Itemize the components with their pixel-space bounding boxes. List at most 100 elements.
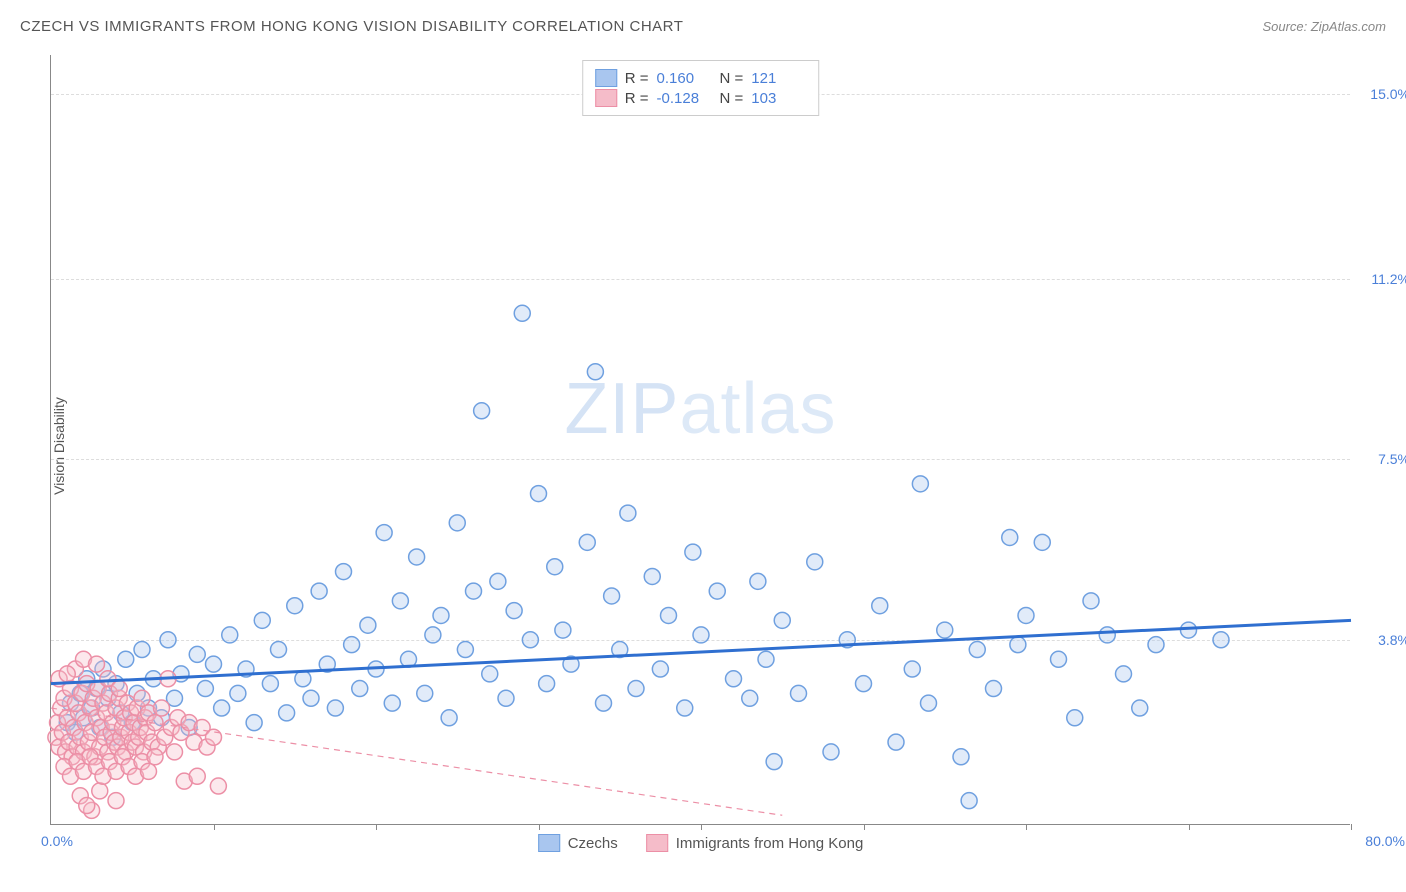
- data-point: [904, 661, 920, 677]
- data-point: [912, 476, 928, 492]
- data-point: [246, 715, 262, 731]
- y-tick-label: 11.2%: [1371, 271, 1406, 287]
- data-point: [154, 700, 170, 716]
- data-point: [661, 607, 677, 623]
- data-point: [449, 515, 465, 531]
- data-point: [872, 598, 888, 614]
- r-value-hongkong: -0.128: [657, 90, 712, 107]
- data-point: [433, 607, 449, 623]
- source-name: ZipAtlas.com: [1311, 19, 1386, 34]
- scatter-svg: [51, 55, 1350, 824]
- r-label: R =: [625, 70, 649, 87]
- data-point: [986, 681, 1002, 697]
- data-point: [295, 671, 311, 687]
- data-point: [482, 666, 498, 682]
- n-value-czechs: 121: [751, 70, 806, 87]
- data-point: [384, 695, 400, 711]
- data-point: [579, 534, 595, 550]
- legend-label-hongkong: Immigrants from Hong Kong: [676, 835, 864, 852]
- data-point: [271, 642, 287, 658]
- data-point: [1181, 622, 1197, 638]
- data-point: [693, 627, 709, 643]
- data-point: [726, 671, 742, 687]
- data-point: [311, 583, 327, 599]
- n-value-hongkong: 103: [751, 90, 806, 107]
- data-point: [1010, 637, 1026, 653]
- data-point: [758, 651, 774, 667]
- data-point: [189, 646, 205, 662]
- data-point: [547, 559, 563, 575]
- data-point: [1132, 700, 1148, 716]
- x-tick: [1189, 824, 1190, 830]
- x-origin-label: 0.0%: [41, 833, 73, 849]
- data-point: [425, 627, 441, 643]
- data-point: [230, 685, 246, 701]
- r-label-2: R =: [625, 90, 649, 107]
- data-point: [522, 632, 538, 648]
- data-point: [118, 651, 134, 667]
- y-tick-label: 3.8%: [1378, 632, 1406, 648]
- series-legend: Czechs Immigrants from Hong Kong: [538, 834, 864, 852]
- data-point: [392, 593, 408, 609]
- chart-header: CZECH VS IMMIGRANTS FROM HONG KONG VISIO…: [20, 18, 1386, 35]
- swatch-czechs: [595, 69, 617, 87]
- data-point: [1083, 593, 1099, 609]
- stats-legend: R = 0.160 N = 121 R = -0.128 N = 103: [582, 60, 820, 116]
- data-point: [506, 603, 522, 619]
- data-point: [652, 661, 668, 677]
- data-point: [327, 700, 343, 716]
- data-point: [206, 656, 222, 672]
- data-point: [214, 700, 230, 716]
- data-point: [921, 695, 937, 711]
- data-point: [498, 690, 514, 706]
- y-tick-label: 7.5%: [1378, 451, 1406, 467]
- data-point: [474, 403, 490, 419]
- data-point: [189, 768, 205, 784]
- plot-area: ZIPatlas 3.8%7.5%11.2%15.0% R = 0.160 N …: [50, 55, 1350, 825]
- data-point: [969, 642, 985, 658]
- data-point: [604, 588, 620, 604]
- y-tick-label: 15.0%: [1370, 86, 1406, 102]
- data-point: [111, 681, 127, 697]
- data-point: [466, 583, 482, 599]
- data-point: [539, 676, 555, 692]
- data-point: [953, 749, 969, 765]
- data-point: [1018, 607, 1034, 623]
- data-point: [1116, 666, 1132, 682]
- data-point: [92, 783, 108, 799]
- x-tick: [864, 824, 865, 830]
- data-point: [1067, 710, 1083, 726]
- data-point: [644, 568, 660, 584]
- data-point: [823, 744, 839, 760]
- data-point: [147, 749, 163, 765]
- stats-row-hongkong: R = -0.128 N = 103: [595, 89, 807, 107]
- data-point: [409, 549, 425, 565]
- stats-row-czechs: R = 0.160 N = 121: [595, 69, 807, 87]
- data-point: [303, 690, 319, 706]
- data-point: [457, 642, 473, 658]
- data-point: [937, 622, 953, 638]
- data-point: [628, 681, 644, 697]
- data-point: [596, 695, 612, 711]
- data-point: [160, 632, 176, 648]
- data-point: [1213, 632, 1229, 648]
- data-point: [262, 676, 278, 692]
- data-point: [59, 666, 75, 682]
- source-prefix: Source:: [1262, 19, 1310, 34]
- data-point: [961, 793, 977, 809]
- chart-title: CZECH VS IMMIGRANTS FROM HONG KONG VISIO…: [20, 18, 683, 35]
- data-point: [490, 573, 506, 589]
- data-point: [888, 734, 904, 750]
- data-point: [774, 612, 790, 628]
- data-point: [742, 690, 758, 706]
- legend-swatch-hongkong: [646, 834, 668, 852]
- data-point: [141, 763, 157, 779]
- swatch-hongkong: [595, 89, 617, 107]
- data-point: [1051, 651, 1067, 667]
- data-point: [677, 700, 693, 716]
- x-tick: [214, 824, 215, 830]
- x-tick: [701, 824, 702, 830]
- legend-label-czechs: Czechs: [568, 835, 618, 852]
- data-point: [206, 729, 222, 745]
- data-point: [856, 676, 872, 692]
